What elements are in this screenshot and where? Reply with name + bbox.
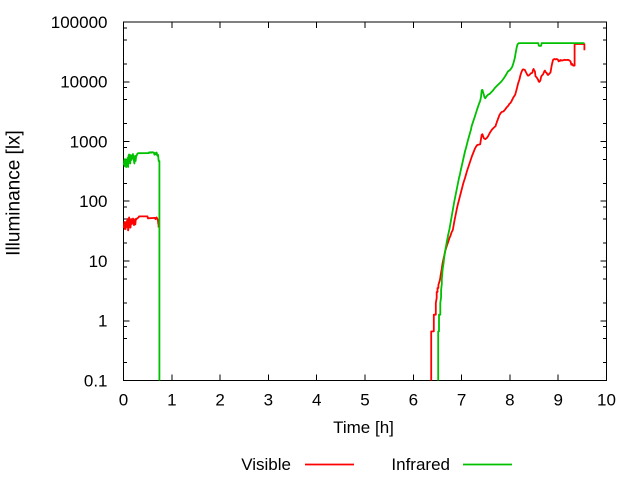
svg-text:10: 10 xyxy=(89,252,108,271)
svg-text:Time [h]: Time [h] xyxy=(333,418,394,437)
svg-text:10000: 10000 xyxy=(60,73,107,92)
svg-text:1: 1 xyxy=(98,312,107,331)
svg-text:7: 7 xyxy=(457,391,466,410)
svg-text:100000: 100000 xyxy=(51,13,108,32)
svg-text:10: 10 xyxy=(597,391,616,410)
svg-text:2: 2 xyxy=(215,391,224,410)
svg-text:3: 3 xyxy=(264,391,273,410)
svg-text:0: 0 xyxy=(119,391,128,410)
svg-text:5: 5 xyxy=(360,391,369,410)
svg-text:Illuminance [lx]: Illuminance [lx] xyxy=(4,130,25,256)
svg-text:Visible: Visible xyxy=(241,455,291,474)
svg-text:Infrared: Infrared xyxy=(391,455,450,474)
svg-text:100: 100 xyxy=(79,192,107,211)
svg-text:9: 9 xyxy=(553,391,562,410)
svg-text:1000: 1000 xyxy=(70,132,108,151)
svg-text:8: 8 xyxy=(505,391,514,410)
svg-text:1: 1 xyxy=(167,391,176,410)
svg-text:6: 6 xyxy=(409,391,418,410)
svg-text:4: 4 xyxy=(312,391,321,410)
svg-text:0.1: 0.1 xyxy=(84,371,108,390)
